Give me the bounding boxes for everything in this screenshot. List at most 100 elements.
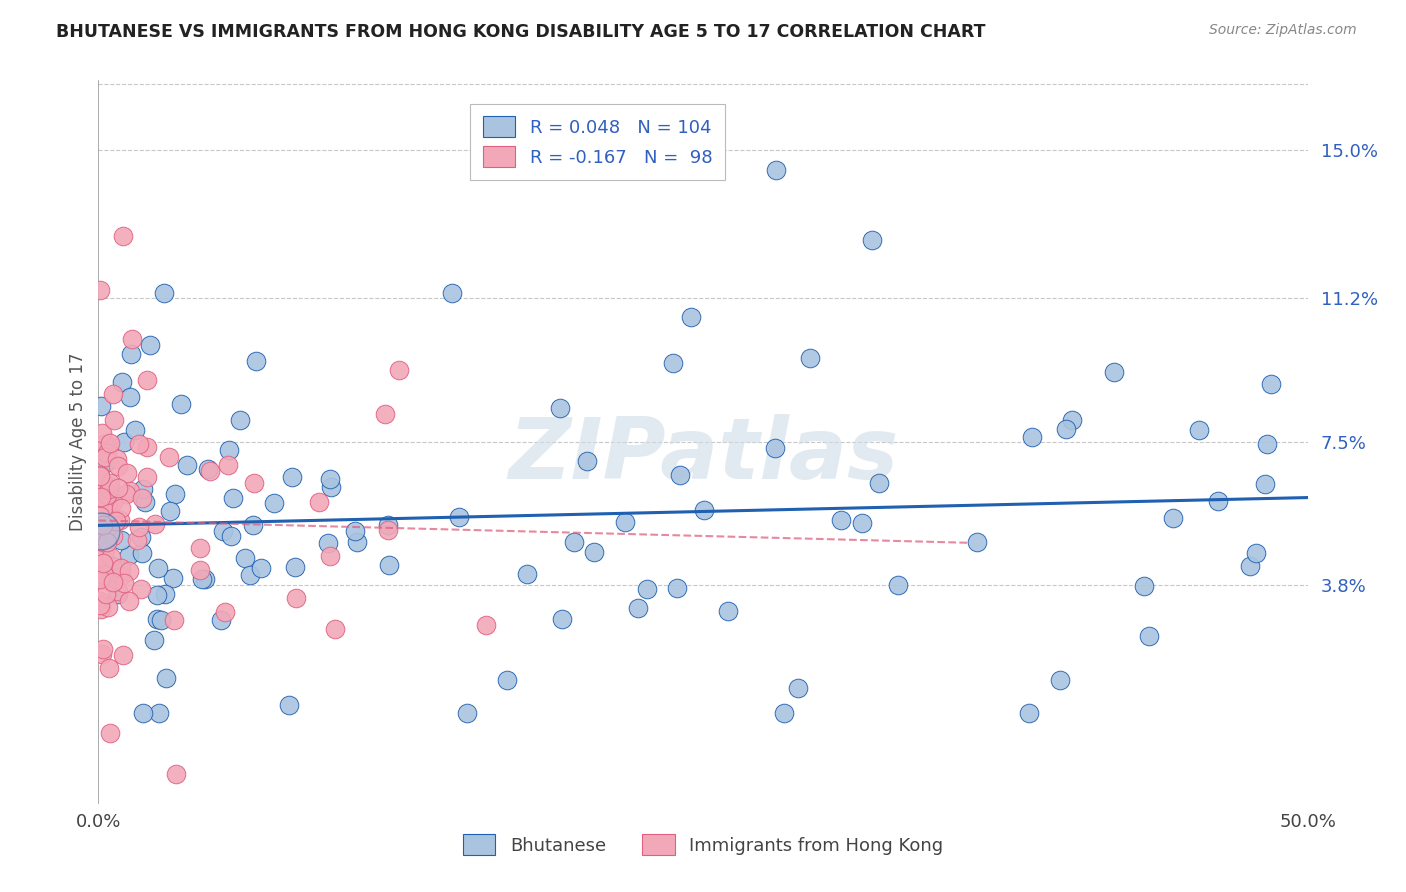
Point [107, 481, 129, 495]
Point [143, 516, 166, 531]
Point [229, 413, 252, 427]
Point [1188, 423, 1211, 437]
Point [135, 470, 157, 484]
Point [613, 515, 636, 529]
Point [90, 490, 112, 504]
Point [103, 495, 125, 509]
Point [89, 474, 111, 488]
Point [97, 599, 120, 614]
Point [666, 581, 689, 595]
Point [176, 458, 198, 472]
Point [159, 450, 181, 464]
Point [316, 536, 339, 550]
Point [89, 572, 111, 586]
Point [441, 285, 464, 300]
Point [89, 469, 111, 483]
Point [548, 401, 571, 416]
Text: BHUTANESE VS IMMIGRANTS FROM HONG KONG DISABILITY AGE 5 TO 17 CORRELATION CHART: BHUTANESE VS IMMIGRANTS FROM HONG KONG D… [56, 23, 986, 41]
Y-axis label: Disability Age 5 to 17: Disability Age 5 to 17 [69, 352, 87, 531]
Point [165, 487, 187, 501]
Point [91, 641, 114, 656]
Text: Source: ZipAtlas.com: Source: ZipAtlas.com [1209, 23, 1357, 37]
Point [91, 556, 114, 570]
Point [786, 681, 808, 695]
Point [94, 525, 117, 540]
Point [765, 162, 787, 177]
Point [111, 648, 134, 662]
Point [495, 673, 517, 688]
Point [121, 332, 143, 346]
Text: ZIPatlas: ZIPatlas [508, 415, 898, 498]
Point [101, 574, 124, 589]
Point [98, 574, 121, 588]
Point [346, 534, 368, 549]
Point [110, 500, 132, 515]
Point [118, 594, 141, 608]
Point [118, 565, 141, 579]
Point [107, 459, 129, 474]
Point [103, 413, 125, 427]
Point [96, 438, 118, 452]
Point [128, 437, 150, 451]
Point [115, 487, 138, 501]
Point [217, 458, 239, 472]
Point [110, 533, 132, 547]
Point [107, 587, 129, 601]
Point [146, 560, 169, 574]
Point [221, 529, 243, 543]
Point [111, 228, 134, 243]
Point [211, 524, 233, 539]
Point [200, 464, 222, 478]
Point [1137, 629, 1160, 643]
Point [319, 549, 342, 563]
Point [1054, 422, 1077, 436]
Point [90, 524, 112, 538]
Point [93, 549, 115, 563]
Point [388, 363, 411, 377]
Point [475, 618, 498, 632]
Point [139, 338, 162, 352]
Point [101, 559, 124, 574]
Point [575, 454, 598, 468]
Point [89, 508, 111, 523]
Point [868, 476, 890, 491]
Point [197, 461, 219, 475]
Point [627, 600, 650, 615]
Point [582, 545, 605, 559]
Point [209, 613, 232, 627]
Point [1161, 511, 1184, 525]
Point [830, 513, 852, 527]
Point [90, 602, 112, 616]
Point [1206, 494, 1229, 508]
Point [127, 533, 149, 547]
Point [148, 706, 170, 721]
Point [94, 456, 117, 470]
Point [1260, 376, 1282, 391]
Point [91, 647, 114, 661]
Point [1049, 673, 1071, 687]
Point [101, 575, 124, 590]
Point [145, 588, 167, 602]
Point [1256, 437, 1278, 451]
Point [249, 561, 271, 575]
Point [1254, 476, 1277, 491]
Point [131, 491, 153, 505]
Point [101, 387, 124, 401]
Point [115, 466, 138, 480]
Point [110, 561, 132, 575]
Point [108, 513, 131, 527]
Point [284, 559, 307, 574]
Point [145, 611, 167, 625]
Point [97, 486, 120, 500]
Point [308, 495, 330, 509]
Point [135, 373, 157, 387]
Point [96, 497, 118, 511]
Point [132, 706, 155, 721]
Point [668, 468, 690, 483]
Point [377, 518, 399, 533]
Point [516, 567, 538, 582]
Point [131, 546, 153, 560]
Point [90, 399, 112, 413]
Point [103, 529, 125, 543]
Point [97, 479, 120, 493]
